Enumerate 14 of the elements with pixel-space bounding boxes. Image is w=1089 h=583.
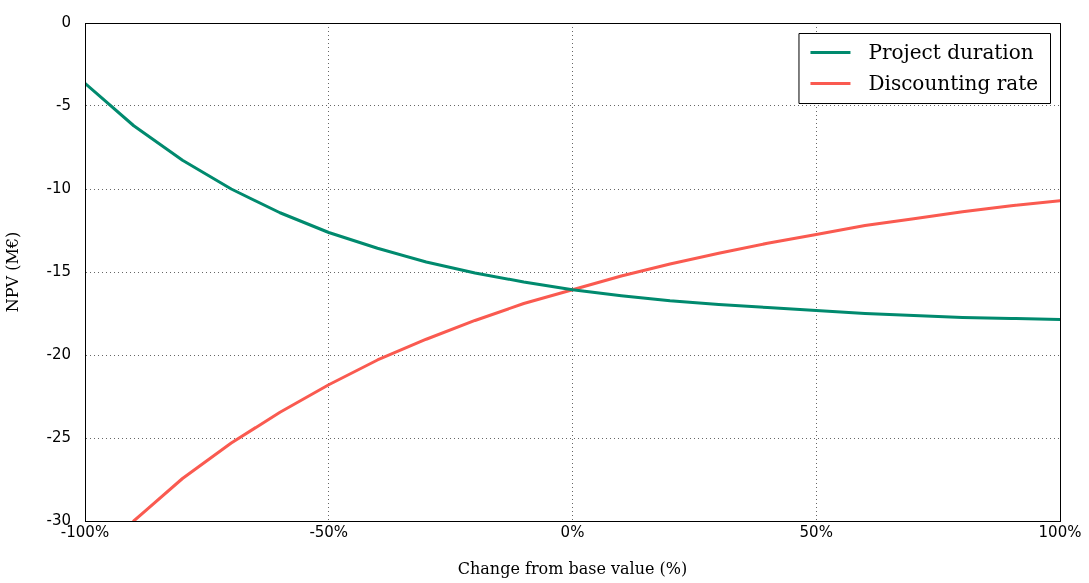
x-tick-label: 0% (560, 522, 585, 541)
x-axis-title: Change from base value (%) (457, 558, 688, 578)
y-tick-label: 0 (61, 12, 71, 31)
legend-label: Discounting rate (868, 70, 1038, 95)
legend-label: Project duration (868, 39, 1034, 64)
y-tick-label: -25 (46, 427, 71, 446)
y-axis-title: NPV (M€) (2, 231, 22, 313)
y-tick-label: -15 (46, 261, 71, 280)
y-tick-label: -20 (46, 344, 71, 363)
y-tick-label: -5 (56, 95, 71, 114)
y-tick-label: -10 (46, 178, 71, 197)
x-tick-label: -50% (309, 522, 349, 541)
x-tick-label: 50% (799, 522, 833, 541)
x-tick-label: 100% (1038, 522, 1082, 541)
